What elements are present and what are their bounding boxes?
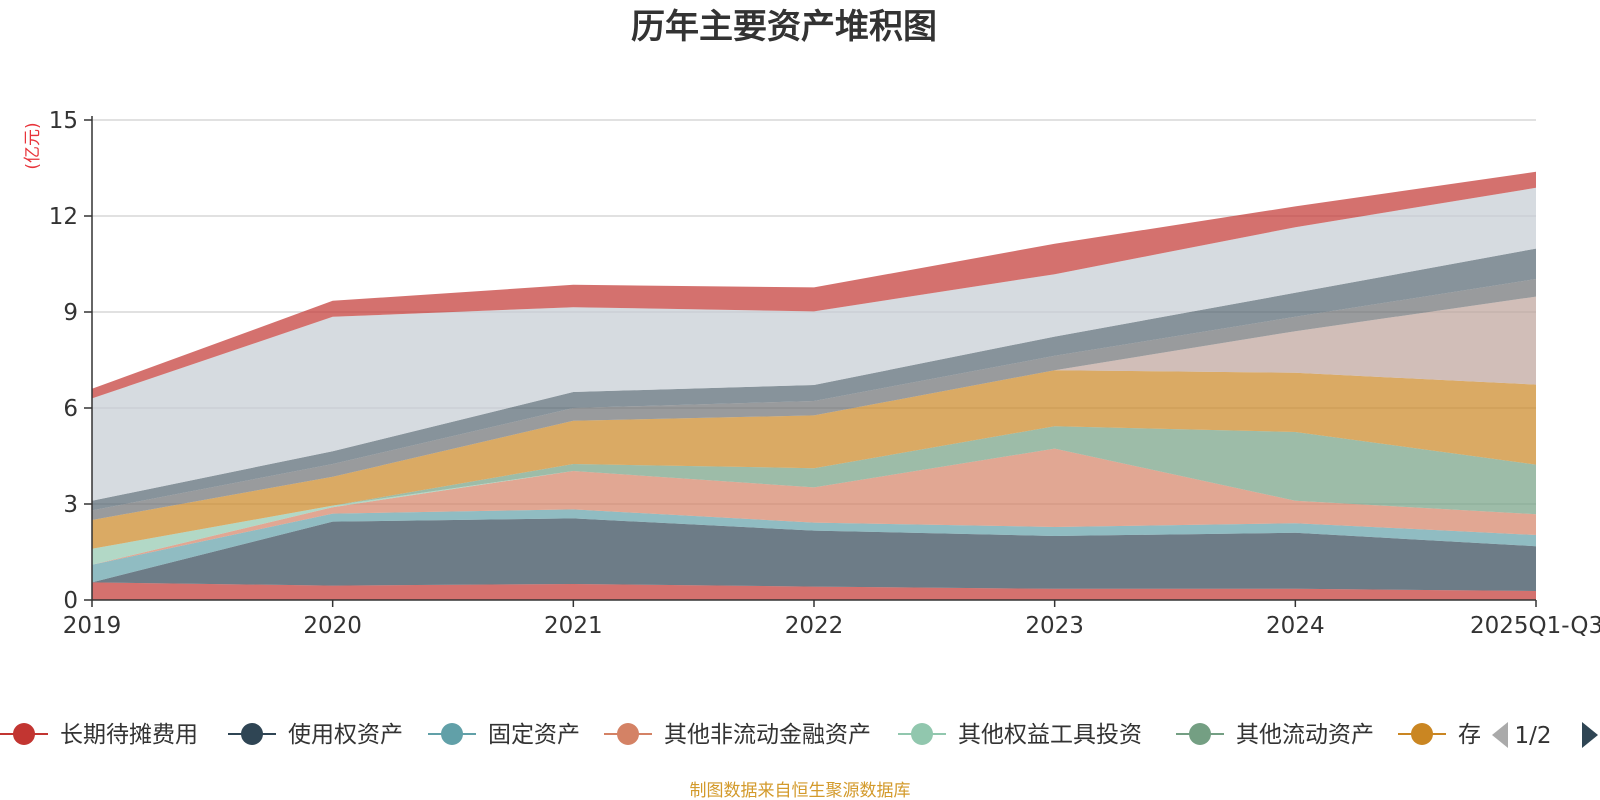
area-series-6 bbox=[92, 370, 1536, 549]
legend-item-6[interactable]: 存 bbox=[1398, 722, 1481, 748]
legend-item-0[interactable]: 长期待摊费用 bbox=[0, 722, 198, 748]
legend-label: 固定资产 bbox=[488, 722, 580, 748]
area-series-11 bbox=[92, 171, 1536, 399]
legend-label: 长期待摊费用 bbox=[60, 722, 198, 748]
legend-item-5[interactable]: 其他流动资产 bbox=[1176, 722, 1374, 748]
y-tick-label: 0 bbox=[63, 588, 78, 614]
legend-marker-icon bbox=[1189, 723, 1211, 745]
legend-prev-page-icon[interactable] bbox=[1492, 722, 1508, 748]
legend-label: 其他非流动金融资产 bbox=[664, 722, 871, 748]
source-note: 制图数据来自恒生聚源数据库 bbox=[690, 781, 911, 800]
legend-marker-icon bbox=[911, 723, 933, 745]
y-tick-label: 9 bbox=[63, 300, 78, 326]
legend-marker-icon bbox=[617, 723, 639, 745]
legend-marker-icon bbox=[241, 723, 263, 745]
x-tick-label: 2024 bbox=[1266, 613, 1325, 639]
legend-marker-icon bbox=[13, 723, 35, 745]
legend-marker-icon bbox=[441, 723, 463, 745]
x-tick-label: 2022 bbox=[785, 613, 844, 639]
legend-pager: 1/2 bbox=[1492, 722, 1598, 749]
area-series-1 bbox=[92, 518, 1536, 591]
legend-item-3[interactable]: 其他非流动金融资产 bbox=[604, 722, 871, 748]
axes: 0 3 6 9 12 15 2019 2020 2021 2022 2023 2024 2025Q1-Q… bbox=[49, 108, 1600, 639]
legend-label: 存 bbox=[1458, 722, 1481, 748]
legend-item-4[interactable]: 其他权益工具投资 bbox=[898, 722, 1142, 748]
x-tick-label: 2021 bbox=[544, 613, 603, 639]
area-series-7 bbox=[92, 296, 1536, 520]
legend-label: 使用权资产 bbox=[288, 722, 403, 748]
legend-item-1[interactable]: 使用权资产 bbox=[228, 722, 403, 748]
legend-page-indicator: 1/2 bbox=[1514, 723, 1551, 749]
legend-item-2[interactable]: 固定资产 bbox=[428, 722, 580, 748]
area-series-2 bbox=[92, 509, 1536, 583]
x-tick-label: 2023 bbox=[1025, 613, 1084, 639]
area-series-0 bbox=[92, 582, 1536, 600]
area-series-8 bbox=[92, 279, 1536, 520]
y-tick-label: 3 bbox=[63, 492, 78, 518]
x-tick-label: 2025Q1-Q3 bbox=[1470, 613, 1600, 639]
y-tick-label: 15 bbox=[49, 108, 78, 134]
x-tick-label: 2019 bbox=[63, 613, 122, 639]
legend-label: 其他流动资产 bbox=[1236, 722, 1374, 748]
area-series-5 bbox=[92, 426, 1536, 549]
legend-next-page-icon[interactable] bbox=[1582, 722, 1598, 748]
area-series-group bbox=[92, 171, 1536, 600]
x-tick-label: 2020 bbox=[303, 613, 362, 639]
legend: 长期待摊费用 使用权资产 固定资产 其他非流动金融资产 其他权益工具投资 其他流动资产 存 bbox=[0, 722, 1481, 748]
chart-title: 历年主要资产堆积图 bbox=[631, 7, 937, 47]
y-tick-label: 12 bbox=[49, 204, 78, 230]
area-series-3 bbox=[92, 448, 1536, 565]
y-axis-unit-label: (亿元) bbox=[23, 122, 43, 169]
legend-marker-icon bbox=[1411, 723, 1433, 745]
area-series-10 bbox=[92, 187, 1536, 501]
legend-label: 其他权益工具投资 bbox=[958, 722, 1142, 748]
y-tick-label: 6 bbox=[63, 396, 78, 422]
